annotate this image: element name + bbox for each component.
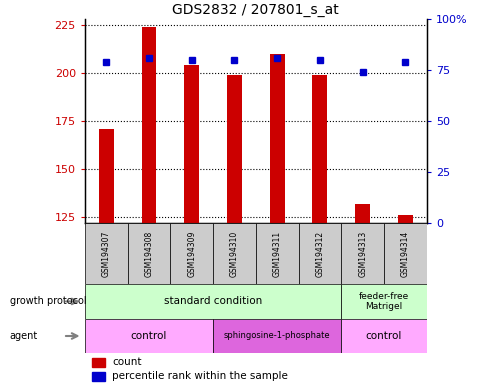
Bar bbox=[85, 223, 127, 284]
Text: growth protocol: growth protocol bbox=[10, 296, 86, 306]
Bar bbox=[269, 54, 284, 223]
Bar bbox=[341, 223, 383, 284]
Text: feeder-free
Matrigel: feeder-free Matrigel bbox=[358, 292, 408, 311]
Bar bbox=[91, 358, 105, 367]
Bar bbox=[383, 223, 426, 284]
Bar bbox=[212, 223, 256, 284]
Bar bbox=[341, 284, 426, 319]
Text: GSM194307: GSM194307 bbox=[102, 230, 110, 276]
Text: control: control bbox=[131, 331, 167, 341]
Title: GDS2832 / 207801_s_at: GDS2832 / 207801_s_at bbox=[172, 3, 338, 17]
Bar bbox=[212, 319, 341, 353]
Bar bbox=[256, 223, 298, 284]
Text: agent: agent bbox=[10, 331, 38, 341]
Text: GSM194312: GSM194312 bbox=[315, 230, 324, 276]
Bar bbox=[85, 284, 341, 319]
Bar bbox=[354, 204, 369, 223]
Text: count: count bbox=[112, 358, 141, 367]
Text: GSM194310: GSM194310 bbox=[229, 230, 239, 276]
Bar bbox=[227, 75, 242, 223]
Bar bbox=[99, 129, 113, 223]
Bar bbox=[127, 223, 170, 284]
Text: GSM194308: GSM194308 bbox=[144, 230, 153, 276]
Text: GSM194313: GSM194313 bbox=[358, 230, 366, 276]
Text: GSM194309: GSM194309 bbox=[187, 230, 196, 276]
Bar bbox=[91, 372, 105, 381]
Bar bbox=[85, 319, 212, 353]
Text: sphingosine-1-phosphate: sphingosine-1-phosphate bbox=[224, 331, 330, 341]
Bar bbox=[298, 223, 341, 284]
Bar bbox=[170, 223, 212, 284]
Text: percentile rank within the sample: percentile rank within the sample bbox=[112, 371, 287, 381]
Text: control: control bbox=[365, 331, 401, 341]
Bar bbox=[184, 65, 199, 223]
Bar bbox=[312, 75, 327, 223]
Text: standard condition: standard condition bbox=[164, 296, 262, 306]
Text: GSM194314: GSM194314 bbox=[400, 230, 409, 276]
Text: GSM194311: GSM194311 bbox=[272, 230, 281, 276]
Bar bbox=[141, 27, 156, 223]
Bar bbox=[341, 319, 426, 353]
Bar bbox=[397, 215, 412, 223]
